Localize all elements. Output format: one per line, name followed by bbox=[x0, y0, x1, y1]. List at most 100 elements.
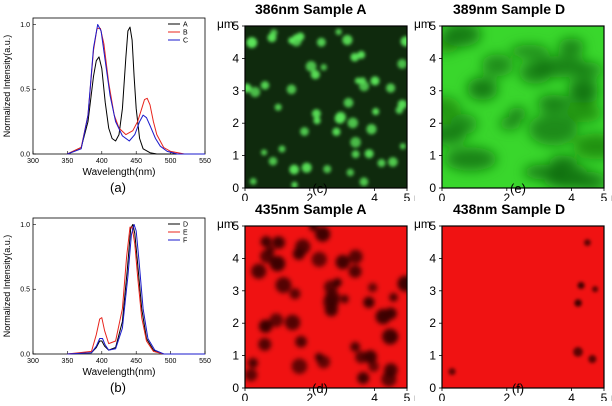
y-tick-label: 0.5 bbox=[20, 287, 30, 294]
map-y-tick-label: 5 bbox=[232, 19, 239, 33]
legend-label-C: C bbox=[183, 38, 188, 45]
map-spot bbox=[268, 156, 278, 166]
legend-label-F: F bbox=[183, 238, 187, 245]
map-x-tick-label: 4 bbox=[568, 191, 575, 201]
map-spot bbox=[258, 337, 272, 351]
map-spot bbox=[295, 335, 307, 348]
map-spot bbox=[355, 351, 368, 364]
map-y-tick-label: 5 bbox=[232, 219, 239, 233]
map-spot bbox=[397, 275, 407, 292]
x-tick-label: 300 bbox=[27, 158, 39, 165]
map-spot bbox=[275, 277, 292, 294]
map-spot bbox=[359, 177, 369, 187]
map-spot bbox=[310, 69, 320, 80]
map-spot bbox=[372, 108, 380, 116]
map-spot bbox=[284, 314, 301, 331]
map-frame bbox=[441, 25, 605, 189]
map-y-tick-label: 2 bbox=[429, 116, 436, 130]
map-spot bbox=[278, 145, 286, 153]
map-spot bbox=[350, 136, 361, 148]
map-spot bbox=[289, 288, 301, 300]
map-spot bbox=[272, 236, 281, 245]
map-background bbox=[442, 226, 604, 388]
map-spot bbox=[270, 29, 278, 37]
map-y-tick-label: 4 bbox=[232, 251, 239, 265]
map-spots bbox=[448, 239, 599, 376]
map-spot bbox=[348, 249, 363, 264]
map-spot bbox=[397, 99, 407, 110]
map-spot bbox=[368, 361, 380, 372]
map-spot bbox=[388, 157, 398, 167]
map-spot bbox=[323, 165, 332, 174]
map-d: 0123450245μmμm bbox=[217, 217, 415, 401]
map-spot bbox=[245, 83, 252, 93]
map-x-unit: μm bbox=[414, 391, 415, 401]
x-tick-label: 400 bbox=[96, 358, 108, 365]
map-y-tick-label: 1 bbox=[429, 349, 436, 363]
map-y-unit: μm bbox=[414, 217, 431, 231]
map-title-d: 435nm Sample A bbox=[255, 201, 367, 217]
map-y-tick-label: 0 bbox=[232, 181, 239, 195]
map-spot bbox=[363, 350, 377, 364]
y-axis-label: Normalized Intensity(a.u.) bbox=[2, 35, 12, 138]
map-spot bbox=[309, 226, 318, 232]
map-spot bbox=[332, 127, 341, 136]
map-x-tick-label: 2 bbox=[503, 391, 510, 401]
map-spot bbox=[364, 149, 374, 159]
map-spot bbox=[291, 358, 308, 375]
map-y-tick-label: 2 bbox=[232, 116, 239, 130]
map-spot bbox=[565, 103, 602, 123]
map-c: 0123450245μmμm bbox=[217, 17, 415, 201]
map-y-tick-label: 3 bbox=[429, 84, 436, 98]
series-line-D bbox=[67, 224, 205, 355]
x-tick-label: 350 bbox=[62, 358, 74, 365]
map-x-tick-label: 2 bbox=[503, 191, 510, 201]
map-spot bbox=[249, 86, 261, 98]
map-spots bbox=[245, 226, 407, 387]
map-y-tick-label: 2 bbox=[429, 316, 436, 330]
map-spot bbox=[442, 26, 481, 47]
map-spot bbox=[351, 150, 360, 159]
map-y-unit: μm bbox=[414, 17, 431, 31]
map-spot bbox=[247, 357, 259, 369]
x-tick-label: 500 bbox=[165, 158, 177, 165]
map-y-tick-label: 1 bbox=[232, 349, 239, 363]
map-spot bbox=[311, 251, 327, 268]
map-f: 0123450245μmμm bbox=[414, 217, 612, 401]
map-spot bbox=[481, 53, 514, 77]
map-spot bbox=[286, 84, 297, 95]
map-spot bbox=[367, 282, 378, 293]
map-x-tick-label: 4 bbox=[371, 391, 378, 401]
map-spot bbox=[363, 296, 375, 309]
y-tick-label: 0.0 bbox=[20, 152, 30, 159]
legend-label-B: B bbox=[183, 30, 188, 37]
map-spot bbox=[320, 64, 328, 71]
map-y-tick-label: 4 bbox=[232, 51, 239, 65]
legend-label-E: E bbox=[183, 230, 188, 237]
map-spot bbox=[246, 37, 258, 48]
y-tick-label: 1.0 bbox=[20, 222, 30, 229]
map-spot bbox=[316, 37, 326, 47]
map-spot bbox=[251, 263, 267, 279]
map-spot bbox=[324, 303, 338, 317]
map-y-tick-label: 4 bbox=[429, 51, 436, 65]
map-spot bbox=[592, 286, 599, 293]
map-spot bbox=[317, 355, 331, 369]
map-spots bbox=[442, 26, 604, 188]
series-line-B bbox=[67, 27, 205, 155]
map-y-tick-label: 5 bbox=[429, 219, 436, 233]
panel-label-f: (f) bbox=[511, 381, 525, 396]
map-y-tick-label: 5 bbox=[429, 19, 436, 33]
map-x-tick-label: 0 bbox=[439, 191, 446, 201]
x-tick-label: 350 bbox=[62, 158, 74, 165]
map-spot bbox=[399, 143, 406, 150]
y-tick-label: 1.0 bbox=[20, 22, 30, 29]
map-spot bbox=[577, 281, 585, 290]
map-spot bbox=[375, 308, 391, 325]
map-title-e: 389nm Sample D bbox=[453, 1, 566, 17]
series-line-A bbox=[67, 26, 205, 155]
chart-a-svg: 300 350 400 450 500 550 0.0 0.5 1.0 Wavelength(nm… bbox=[2, 17, 211, 178]
map-y-tick-label: 3 bbox=[429, 284, 436, 298]
y-tick-label: 0.0 bbox=[20, 352, 30, 359]
map-spot bbox=[266, 245, 275, 255]
